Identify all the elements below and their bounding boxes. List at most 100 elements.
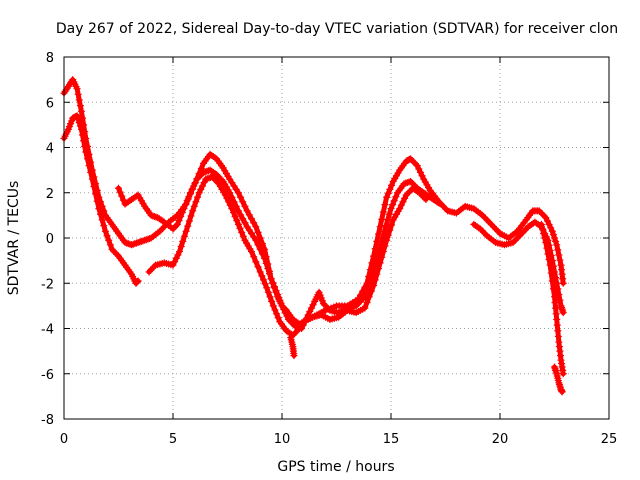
data-point-marker [286, 317, 294, 325]
data-point-marker [241, 202, 249, 210]
data-point-marker [380, 227, 388, 235]
data-point-marker [366, 278, 374, 286]
data-point-marker [234, 220, 242, 228]
data-point-marker [172, 254, 180, 262]
data-point-marker [172, 222, 180, 230]
chart-title: Day 267 of 2022, Sidereal Day-to-day VTE… [56, 21, 618, 37]
data-point-marker [214, 172, 222, 180]
data-point-marker [397, 201, 405, 209]
data-point-marker [88, 175, 96, 183]
data-point-marker [547, 224, 555, 232]
data-point-marker [376, 223, 384, 231]
data-point-marker [238, 228, 246, 236]
data-point-marker [182, 201, 190, 209]
data-point-marker [247, 248, 255, 256]
data-point-marker [389, 201, 397, 209]
data-point-marker [110, 247, 118, 255]
data-point-marker [542, 214, 550, 222]
data-point-marker [173, 220, 181, 228]
data-point-marker [106, 241, 114, 249]
data-point-marker [476, 225, 484, 233]
data-point-marker [252, 258, 260, 266]
data-point-marker [555, 251, 563, 259]
data-point-marker [373, 270, 381, 278]
data-point-marker [145, 268, 153, 276]
data-point-marker [537, 209, 545, 217]
data-point-marker [191, 179, 199, 187]
data-point-marker [93, 197, 101, 205]
data-point-marker [481, 230, 489, 238]
data-point-marker [75, 96, 83, 104]
data-point-marker [250, 253, 258, 261]
data-point-marker [82, 148, 90, 156]
series-line [116, 167, 444, 331]
data-point-marker [101, 227, 109, 235]
data-point-marker [418, 172, 426, 180]
y-tick-label: -8 [41, 413, 54, 428]
data-point-marker [540, 212, 548, 220]
data-point-marker [243, 207, 251, 215]
data-point-marker [77, 125, 85, 133]
data-point-marker [254, 263, 262, 271]
data-point-marker [292, 328, 300, 336]
data-point-marker [103, 232, 111, 240]
data-point-marker [559, 279, 567, 287]
data-point-marker [268, 297, 276, 305]
data-point-marker [265, 270, 273, 278]
data-point-marker [111, 249, 119, 257]
data-point-marker [237, 193, 245, 201]
data-point-marker [188, 185, 196, 193]
data-point-marker [399, 198, 407, 206]
data-point-marker [519, 228, 527, 236]
data-point-marker [367, 287, 375, 295]
data-point-marker [223, 194, 231, 202]
data-point-marker [309, 301, 317, 309]
data-point-marker [92, 190, 100, 198]
data-point-marker [547, 269, 555, 277]
data-point-marker [185, 193, 193, 201]
data-point-marker [541, 234, 549, 242]
data-point-marker [177, 242, 185, 250]
data-point-marker [239, 198, 247, 206]
y-tick-label: 0 [46, 232, 54, 247]
x-tick-label: 5 [169, 432, 177, 447]
data-point-marker [73, 85, 81, 93]
data-point-marker [258, 272, 266, 280]
data-point-marker [381, 201, 389, 209]
data-point-marker [416, 168, 424, 176]
data-point-marker [437, 200, 445, 208]
data-point-marker [291, 330, 299, 338]
data-point-marker [419, 192, 427, 200]
series-trace-e [470, 218, 567, 317]
data-point-marker [216, 174, 224, 182]
data-point-marker [388, 221, 396, 229]
data-point-marker [213, 171, 221, 179]
data-point-marker [100, 222, 108, 230]
data-point-marker [179, 237, 187, 245]
y-tick-label: 6 [46, 96, 54, 111]
data-point-marker [379, 248, 387, 256]
data-point-marker [540, 229, 548, 237]
data-point-marker [174, 251, 182, 259]
data-point-marker [178, 209, 186, 217]
data-point-marker [288, 319, 296, 327]
data-point-marker [383, 236, 391, 244]
data-point-marker [553, 241, 561, 249]
data-point-marker [383, 193, 391, 201]
data-point-marker [180, 232, 188, 240]
data-point-marker [79, 131, 87, 139]
data-point-marker [234, 207, 242, 215]
data-point-marker [134, 277, 142, 285]
data-point-marker [210, 175, 218, 183]
data-point-marker [378, 253, 386, 261]
data-point-marker [180, 205, 188, 213]
data-point-marker [365, 293, 373, 301]
data-point-marker [75, 119, 83, 127]
data-point-marker [548, 277, 556, 285]
data-point-marker [402, 191, 410, 199]
data-series-group [60, 76, 567, 396]
data-point-marker [256, 268, 264, 276]
y-tick-label: 8 [46, 51, 54, 66]
data-point-marker [271, 306, 279, 314]
